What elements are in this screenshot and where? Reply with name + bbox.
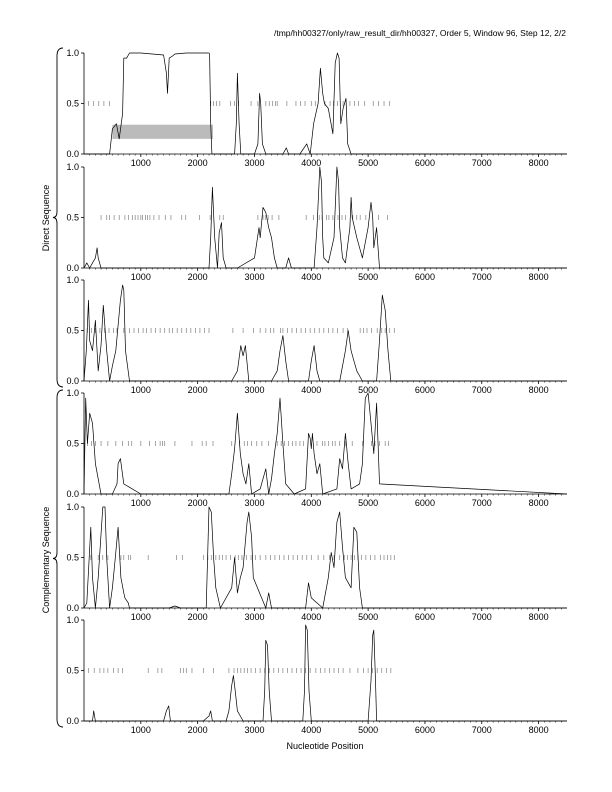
x-tick-label: 5000: [358, 612, 378, 622]
x-tick-label: 7000: [472, 158, 492, 168]
series-line-direct-frame-1: [84, 52, 567, 155]
series-line-direct-frame-2: [83, 166, 567, 269]
x-tick-label: 8000: [529, 158, 549, 168]
x-tick-label: 4000: [301, 272, 321, 282]
x-tick-label: 3000: [244, 272, 264, 282]
y-tick-label: 0.5: [66, 553, 79, 563]
x-tick-label: 4000: [301, 498, 321, 508]
x-tick-label: 3000: [244, 725, 264, 735]
x-tick-label: 3000: [244, 158, 264, 168]
x-tick-label: 6000: [415, 498, 435, 508]
x-tick-label: 2000: [188, 498, 208, 508]
y-tick-label: 0.5: [66, 99, 79, 109]
series-line-direct-frame-3: [83, 284, 567, 382]
x-tick-label: 3000: [244, 498, 264, 508]
x-tick-label: 8000: [529, 725, 549, 735]
x-tick-label: 6000: [415, 725, 435, 735]
series-line-complementary-frame-1: [83, 392, 568, 495]
x-tick-label: 2000: [188, 385, 208, 395]
y-tick-label: 0.0: [66, 376, 79, 386]
direct-sequence-bracket: [52, 47, 64, 388]
panel-direct-frame-3: 0.0 0.5 1.0 1000 2000 3000 4000 5000 6000 7000 800…: [66, 275, 567, 395]
x-tick-label: 5000: [358, 385, 378, 395]
x-tick-label: 3000: [244, 385, 264, 395]
y-tick-label: 1.0: [66, 388, 79, 398]
x-tick-label: 7000: [472, 498, 492, 508]
x-tick-label: 5000: [358, 272, 378, 282]
y-tick-label: 0.5: [66, 213, 79, 223]
x-tick-label: 4000: [301, 725, 321, 735]
y-tick-label: 1.0: [66, 502, 79, 512]
x-tick-label: 7000: [472, 725, 492, 735]
series-line-complementary-frame-2: [83, 506, 567, 609]
x-tick-label: 4000: [301, 612, 321, 622]
complementary-sequence-label: Complementary Sequence: [41, 507, 51, 614]
y-tick-label: 1.0: [66, 615, 79, 625]
x-tick-label: 5000: [358, 158, 378, 168]
y-tick-label: 0.5: [66, 326, 79, 336]
x-tick-label: 1000: [131, 272, 151, 282]
x-tick-label: 1000: [131, 612, 151, 622]
x-tick-label: 7000: [472, 612, 492, 622]
x-tick-label: 6000: [415, 158, 435, 168]
x-tick-label: 6000: [415, 385, 435, 395]
x-tick-label: 4000: [301, 158, 321, 168]
x-tick-label: 8000: [529, 272, 549, 282]
x-tick-label: 8000: [529, 612, 549, 622]
x-tick-label: 3000: [244, 612, 264, 622]
x-tick-label: 6000: [415, 612, 435, 622]
y-tick-label: 1.0: [66, 162, 79, 172]
panels-group: 0.0 0.5 1.0 1000 2000 3000 4000 5000 6000 7000 800…: [66, 48, 568, 735]
direct-sequence-label: Direct Sequence: [41, 185, 51, 252]
x-tick-label: 4000: [301, 385, 321, 395]
x-tick-label: 6000: [415, 272, 435, 282]
x-tick-label: 2000: [188, 158, 208, 168]
x-tick-label: 1000: [131, 385, 151, 395]
panel-direct-frame-2: 0.0 0.5 1.0 1000 2000 3000 4000 5000 6000 7000 800…: [66, 162, 567, 282]
y-tick-label: 0.0: [66, 263, 79, 273]
complementary-sequence-bracket: [52, 389, 64, 728]
x-tick-label: 5000: [358, 725, 378, 735]
highlight-band: [112, 124, 213, 139]
group-brackets: [52, 47, 64, 728]
y-tick-label: 0.0: [66, 489, 79, 499]
y-tick-label: 0.0: [66, 716, 79, 726]
y-tick-label: 1.0: [66, 275, 79, 285]
x-tick-label: 7000: [472, 385, 492, 395]
panel-direct-frame-1: 0.0 0.5 1.0 1000 2000 3000 4000 5000 6000 7000 800…: [66, 48, 567, 168]
x-tick-label: 5000: [358, 498, 378, 508]
y-tick-label: 0.0: [66, 149, 79, 159]
x-tick-label: 8000: [529, 385, 549, 395]
y-tick-label: 1.0: [66, 48, 79, 58]
x-tick-label: 1000: [131, 498, 151, 508]
x-tick-label: 1000: [131, 158, 151, 168]
x-tick-label: 2000: [188, 725, 208, 735]
y-tick-label: 0.5: [66, 666, 79, 676]
x-tick-label: 2000: [188, 612, 208, 622]
y-tick-label: 0.0: [66, 603, 79, 613]
chart-title: /tmp/hh00327/only/raw_result_dir/hh00327…: [274, 28, 566, 38]
panel-complementary-frame-3: 0.0 0.5 1.0 1000 2000 3000 4000 5000 6000 7000 800…: [66, 615, 567, 735]
y-tick-label: 0.5: [66, 439, 79, 449]
panel-complementary-frame-1: 0.0 0.5 1.0 1000 2000 3000 4000 5000 6000 7000 800…: [66, 388, 568, 508]
series-line-complementary-frame-3: [84, 624, 567, 722]
x-axis-label: Nucleotide Position: [286, 741, 363, 751]
x-tick-label: 1000: [131, 725, 151, 735]
x-tick-label: 7000: [472, 272, 492, 282]
x-tick-label: 2000: [188, 272, 208, 282]
panel-complementary-frame-2: 0.0 0.5 1.0 1000 2000 3000 4000 5000 6000 7000 800…: [66, 502, 567, 622]
x-tick-label: 8000: [529, 498, 549, 508]
